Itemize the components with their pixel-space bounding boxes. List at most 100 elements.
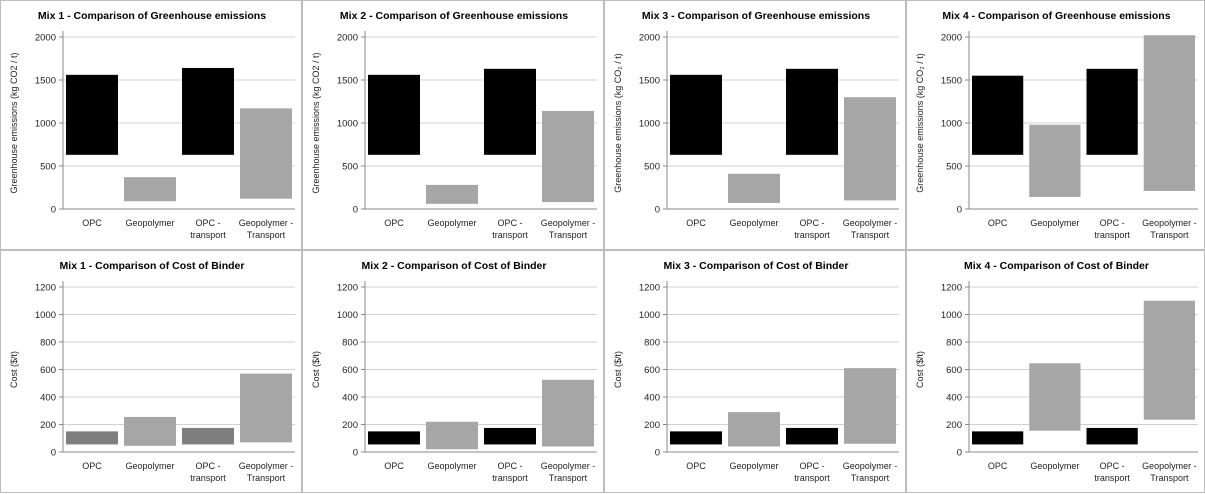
y-tick-label: 800 [40, 338, 56, 349]
category-label: transport [794, 473, 830, 483]
y-tick-label: 1000 [337, 310, 358, 321]
y-tick-label: 500 [946, 162, 962, 173]
y-tick-label: 2000 [35, 33, 56, 44]
category-label: Transport [1150, 230, 1189, 240]
category-label: OPC - [1100, 461, 1125, 471]
bar [972, 75, 1024, 155]
chart-svg: Mix 1 - Comparison of Cost of Binder 0 200… [9, 260, 295, 483]
category-label: OPC [988, 461, 1008, 471]
bar [240, 373, 292, 443]
y-tick-label: 2000 [941, 33, 962, 44]
bar [124, 177, 176, 202]
y-axis-label: Cost ($/t) [915, 351, 925, 388]
category-label: Geopolymer - [1142, 461, 1197, 471]
category-label: transport [190, 230, 226, 240]
category-label: Geopolymer [1030, 218, 1079, 228]
chart-svg: Mix 3 - Comparison of Greenhouse emissio… [613, 10, 899, 240]
chart-title: Mix 3 - Comparison of Greenhouse emissio… [642, 10, 870, 22]
y-tick-label: 1500 [337, 76, 358, 87]
bar [670, 431, 722, 445]
y-tick-label: 600 [40, 365, 56, 376]
chart-title: Mix 3 - Comparison of Cost of Binder [664, 260, 849, 272]
y-tick-label: 1000 [941, 310, 962, 321]
category-label: Geopolymer - [239, 461, 294, 471]
chart-panel-1: Mix 1 - Comparison of Greenhouse emissio… [0, 0, 302, 250]
category-label: Transport [851, 473, 890, 483]
category-label: OPC [384, 218, 404, 228]
y-tick-label: 0 [957, 205, 962, 216]
y-tick-label: 0 [51, 205, 56, 216]
y-tick-label: 500 [342, 162, 358, 173]
y-tick-label: 400 [946, 393, 962, 404]
chart-title: Mix 4 - Comparison of Greenhouse emissio… [942, 10, 1170, 22]
bar [1029, 363, 1081, 431]
category-label: OPC - [497, 218, 522, 228]
category-label: Geopolymer [125, 461, 174, 471]
bar [1143, 300, 1195, 420]
category-label: Geopolymer [125, 218, 174, 228]
bar [66, 74, 118, 155]
category-label: Geopolymer [1030, 461, 1079, 471]
y-axis-label: Greenhouse emissions (kg CO₂ / t) [915, 53, 925, 193]
category-label: OPC - [1100, 218, 1125, 228]
category-label: Geopolymer [729, 218, 778, 228]
y-tick-label: 1200 [35, 283, 56, 294]
bar [786, 68, 838, 155]
y-tick-label: 400 [40, 393, 56, 404]
category-label: Geopolymer - [541, 218, 596, 228]
category-label: Transport [247, 230, 286, 240]
chart-panel-3: Mix 3 - Comparison of Greenhouse emissio… [604, 0, 906, 250]
y-tick-label: 0 [957, 448, 962, 459]
category-label: Geopolymer - [843, 461, 898, 471]
category-label: transport [1094, 230, 1130, 240]
y-tick-label: 600 [342, 365, 358, 376]
y-tick-label: 1500 [941, 76, 962, 87]
category-label: Geopolymer [427, 218, 476, 228]
bar [426, 421, 478, 450]
y-tick-label: 0 [353, 448, 358, 459]
bar [844, 368, 896, 444]
bar [240, 108, 292, 199]
y-tick-label: 600 [946, 365, 962, 376]
bar [368, 431, 420, 445]
category-label: transport [190, 473, 226, 483]
bar [1086, 427, 1138, 445]
bar [368, 74, 420, 155]
chart-svg: Mix 4 - Comparison of Cost of Binder 0 200… [915, 260, 1198, 483]
y-tick-label: 1200 [337, 283, 358, 294]
y-axis-label: Greenhouse emissions (kg CO2 / t) [9, 52, 19, 193]
category-label: Transport [549, 230, 588, 240]
bar [728, 412, 780, 447]
chart-panel-8: Mix 4 - Comparison of Cost of Binder 0 200… [906, 250, 1205, 493]
chart-title: Mix 2 - Comparison of Greenhouse emissio… [340, 10, 568, 22]
category-label: OPC - [799, 218, 824, 228]
y-tick-label: 500 [40, 162, 56, 173]
y-tick-label: 2000 [337, 33, 358, 44]
y-tick-label: 1000 [35, 310, 56, 321]
chart-title: Mix 2 - Comparison of Cost of Binder [362, 260, 547, 272]
category-label: Transport [1150, 473, 1189, 483]
chart-svg: Mix 1 - Comparison of Greenhouse emissio… [9, 10, 295, 240]
bar [670, 74, 722, 155]
bar [484, 427, 536, 445]
y-tick-label: 800 [644, 338, 660, 349]
y-tick-label: 1200 [639, 283, 660, 294]
chart-svg: Mix 2 - Comparison of Greenhouse emissio… [311, 10, 597, 240]
y-tick-label: 200 [946, 420, 962, 431]
bar [1029, 124, 1081, 197]
y-tick-label: 1000 [639, 310, 660, 321]
category-label: OPC - [799, 461, 824, 471]
y-tick-label: 1200 [941, 283, 962, 294]
bar [1086, 68, 1138, 155]
bar [542, 110, 594, 203]
category-label: Transport [247, 473, 286, 483]
chart-title: Mix 1 - Comparison of Cost of Binder [60, 260, 245, 272]
y-tick-label: 1000 [337, 119, 358, 130]
y-tick-label: 800 [342, 338, 358, 349]
y-tick-label: 200 [644, 420, 660, 431]
chart-panel-2: Mix 2 - Comparison of Greenhouse emissio… [302, 0, 604, 250]
bar [484, 68, 536, 155]
category-label: transport [794, 230, 830, 240]
y-tick-label: 1000 [35, 119, 56, 130]
